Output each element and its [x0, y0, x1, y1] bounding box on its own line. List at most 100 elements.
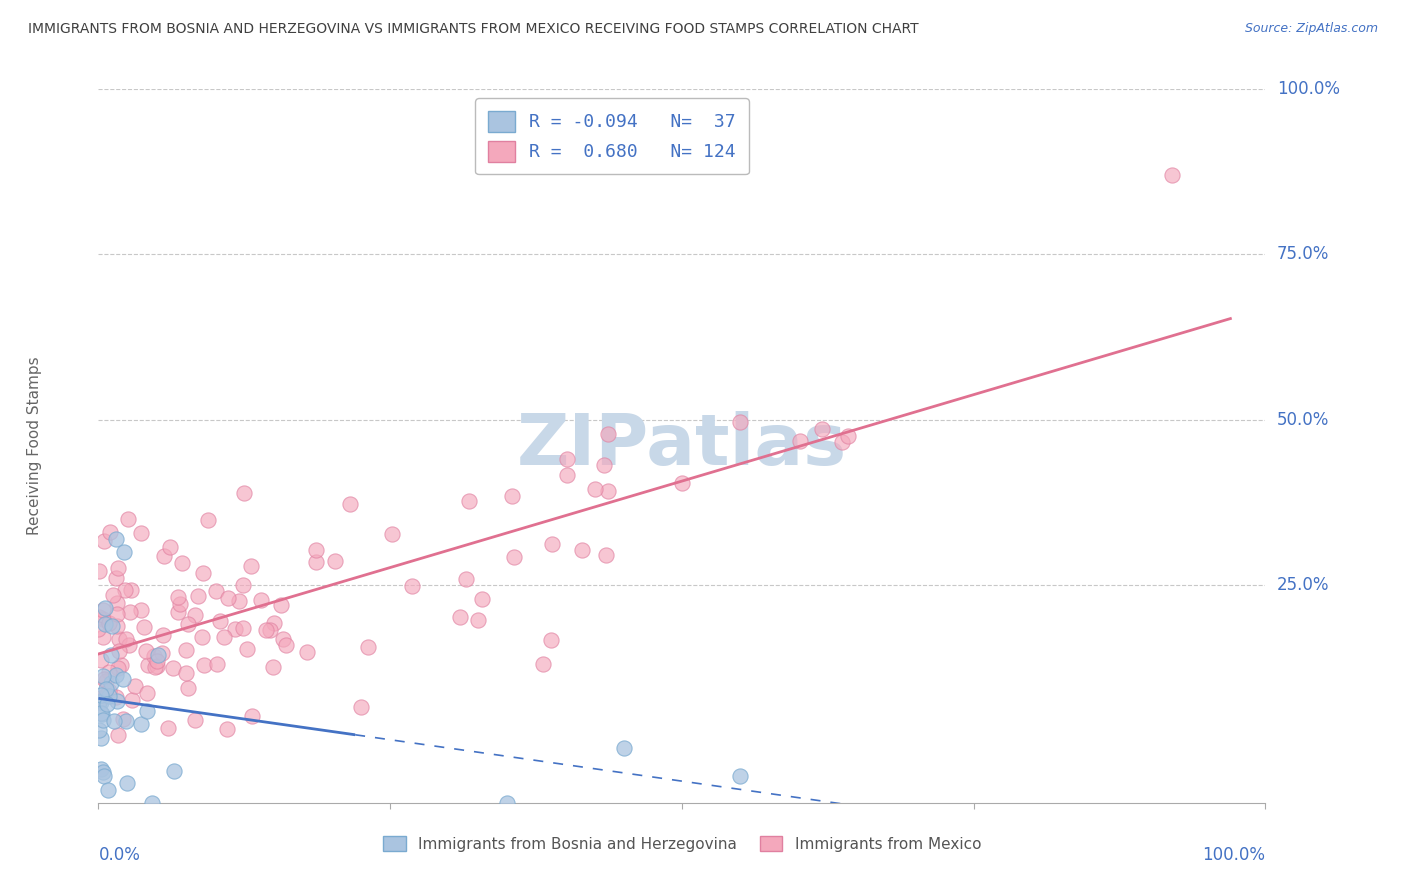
Point [145, 660, 167, 674]
Text: Receiving Food Stamps: Receiving Food Stamps [27, 357, 42, 535]
Point [177, 617, 200, 632]
Point [571, 543, 593, 558]
Point [583, 482, 606, 496]
Point [159, 540, 181, 554]
Point [108, 644, 131, 658]
Point [350, 699, 373, 714]
Point [93, 672, 115, 686]
Point [87, 723, 110, 738]
Point [276, 638, 298, 652]
Point [305, 555, 328, 569]
Point [143, 649, 166, 664]
Point [555, 468, 578, 483]
Point [107, 661, 129, 675]
Point [104, 571, 127, 585]
Point [91, 765, 114, 780]
Point [162, 661, 184, 675]
Point [174, 643, 197, 657]
Point [94, 601, 117, 615]
Point [104, 532, 127, 546]
Point [191, 566, 214, 581]
Point [87, 622, 110, 636]
Point [117, 512, 139, 526]
Point [145, 654, 167, 668]
Text: Source: ZipAtlas.com: Source: ZipAtlas.com [1244, 22, 1378, 36]
Point [177, 681, 200, 696]
Point [110, 657, 132, 672]
Point [540, 537, 562, 551]
Point [228, 594, 250, 608]
Point [98, 524, 121, 539]
Point [458, 494, 481, 508]
Point [120, 605, 142, 619]
Point [811, 422, 834, 436]
Point [593, 458, 616, 472]
Point [112, 672, 135, 686]
Point [107, 619, 129, 633]
Point [789, 434, 811, 449]
Point [118, 638, 141, 652]
Point [91, 611, 114, 625]
Point [205, 657, 228, 672]
Point [183, 713, 205, 727]
Point [187, 589, 209, 603]
Point [96, 682, 118, 697]
Point [94, 617, 117, 632]
Point [270, 599, 292, 613]
Point [449, 610, 471, 624]
Point [831, 434, 853, 449]
Point [555, 452, 578, 467]
Point [236, 642, 259, 657]
Point [150, 646, 173, 660]
Point [87, 610, 110, 624]
Point [104, 667, 127, 681]
Point [112, 712, 135, 726]
Point [107, 728, 129, 742]
Point [184, 607, 207, 622]
Point [115, 714, 138, 729]
Point [112, 545, 135, 559]
Point [89, 695, 111, 709]
Point [105, 607, 128, 622]
Point [107, 561, 129, 575]
Point [114, 582, 136, 597]
Point [96, 697, 118, 711]
Text: ZIPatlas: ZIPatlas [517, 411, 846, 481]
Point [93, 533, 115, 548]
Point [136, 704, 159, 718]
Point [295, 645, 318, 659]
Point [97, 782, 120, 797]
Point [837, 429, 859, 443]
Point [239, 558, 262, 573]
Point [89, 688, 111, 702]
Point [115, 632, 138, 646]
Point [141, 796, 163, 810]
Point [97, 665, 120, 679]
Text: 50.0%: 50.0% [1277, 410, 1330, 428]
Point [90, 695, 112, 709]
Point [339, 498, 361, 512]
Point [209, 614, 232, 628]
Point [174, 665, 197, 680]
Point [97, 684, 120, 698]
Point [357, 640, 380, 654]
Point [232, 622, 254, 636]
Point [598, 483, 620, 498]
Point [191, 630, 214, 644]
Point [204, 584, 226, 599]
Point [90, 706, 112, 720]
Point [381, 527, 404, 541]
Point [146, 658, 169, 673]
Point [148, 648, 170, 662]
Point [135, 686, 157, 700]
Point [90, 653, 112, 667]
Point [502, 550, 524, 565]
Point [124, 679, 146, 693]
Text: 75.0%: 75.0% [1277, 245, 1330, 263]
Point [90, 762, 112, 776]
Point [456, 572, 478, 586]
Point [100, 619, 122, 633]
Legend: Immigrants from Bosnia and Herzegovina, Immigrants from Mexico: Immigrants from Bosnia and Herzegovina, … [375, 828, 988, 859]
Point [730, 415, 752, 429]
Point [136, 657, 159, 672]
